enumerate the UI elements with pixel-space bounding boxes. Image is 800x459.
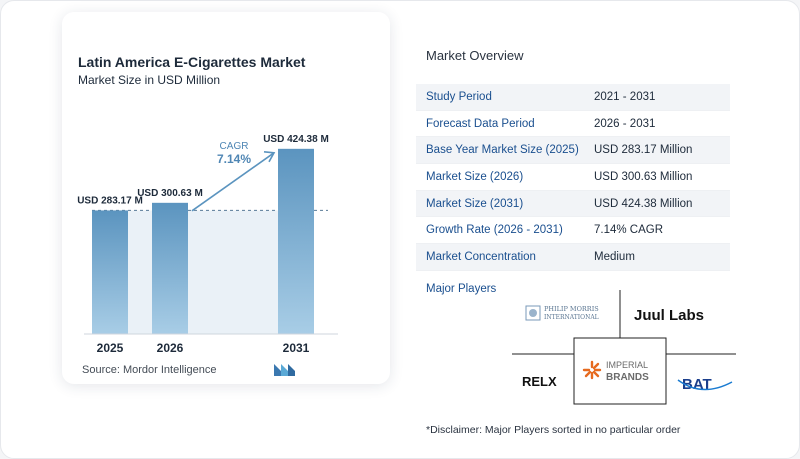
data-label-2031: USD 424.38 M [263, 134, 329, 145]
row-value: USD 300.63 Million [594, 170, 693, 183]
tick-label-2031: 2031 [283, 341, 310, 355]
row-value: 2021 - 2031 [594, 90, 656, 103]
row-key: Market Size (2031) [426, 197, 524, 210]
bar-2025 [92, 210, 128, 334]
tick-label-2026: 2026 [157, 341, 184, 355]
cagr-arrow-head [263, 151, 276, 163]
data-label-2025: USD 283.17 M [77, 195, 143, 206]
imperial-line2: BRANDS [606, 372, 649, 383]
major-players-title: Major Players [426, 283, 497, 295]
juul-labs-logo: Juul Labs [634, 307, 704, 324]
chart-card: Latin America E-Cigarettes Market Market… [62, 12, 390, 384]
imperial-brands-logo: IMPERIAL BRANDS [582, 360, 649, 383]
cagr-label: CAGR [220, 141, 249, 152]
imperial-line1: IMPERIAL [606, 360, 648, 370]
table-row: Market Size (2031) USD 424.38 Million [416, 190, 730, 218]
major-players-logos: PHILIP MORRIS INTERNATIONAL Juul Labs RE… [512, 290, 736, 405]
bat-logo: BAT [677, 376, 733, 393]
overview-panel: Market Overview Study Period 2021 - 2031 … [416, 0, 800, 459]
row-key: Growth Rate (2026 - 2031) [426, 224, 563, 237]
table-row: Market Size (2026) USD 300.63 Million [416, 164, 730, 191]
overview-title: Market Overview [426, 48, 524, 63]
source-text: Source: Mordor Intelligence [82, 364, 217, 376]
data-label-2026: USD 300.63 M [137, 188, 203, 199]
pmi-line1: PHILIP MORRIS [544, 305, 599, 313]
philip-morris-logo: PHILIP MORRIS INTERNATIONAL [525, 305, 599, 321]
relx-logo: RELX [522, 374, 557, 389]
row-value: 2026 - 2031 [594, 117, 656, 130]
reference-band [128, 210, 278, 334]
bat-text: BAT [682, 376, 712, 393]
row-key: Study Period [426, 90, 492, 103]
chart-subtitle: Market Size in USD Million [78, 73, 221, 87]
row-value: USD 424.38 Million [594, 197, 693, 210]
disclaimer-text: *Disclaimer: Major Players sorted in no … [426, 424, 681, 436]
row-key: Forecast Data Period [426, 117, 535, 130]
overview-table: Study Period 2021 - 2031 Forecast Data Pe… [416, 84, 730, 271]
table-row: Market Concentration Medium [416, 244, 730, 271]
row-key: Market Concentration [426, 250, 536, 263]
bar-chart: USD 283.17 M 2025 USD 300.63 M 2026 USD 424.… [77, 134, 338, 355]
table-row: Study Period 2021 - 2031 [416, 84, 730, 111]
mordor-logo-icon [274, 364, 295, 376]
chart-title: Latin America E-Cigarettes Market [78, 54, 306, 70]
row-value: 7.14% CAGR [594, 224, 664, 237]
row-key: Market Size (2026) [426, 170, 524, 183]
table-row: Forecast Data Period 2026 - 2031 [416, 111, 730, 138]
row-value: USD 283.17 Million [594, 144, 693, 157]
tick-label-2025: 2025 [97, 341, 124, 355]
table-row: Growth Rate (2026 - 2031) 7.14% CAGR [416, 217, 730, 245]
table-row: Base Year Market Size (2025) USD 283.17 M… [416, 137, 730, 165]
row-value: Medium [594, 250, 635, 263]
cagr-value: 7.14% [217, 152, 251, 166]
bar-2026 [152, 202, 188, 334]
row-key: Base Year Market Size (2025) [426, 144, 579, 157]
cagr-arrow-line [191, 152, 275, 212]
pmi-line2: INTERNATIONAL [544, 314, 599, 321]
bar-2031 [278, 148, 314, 334]
